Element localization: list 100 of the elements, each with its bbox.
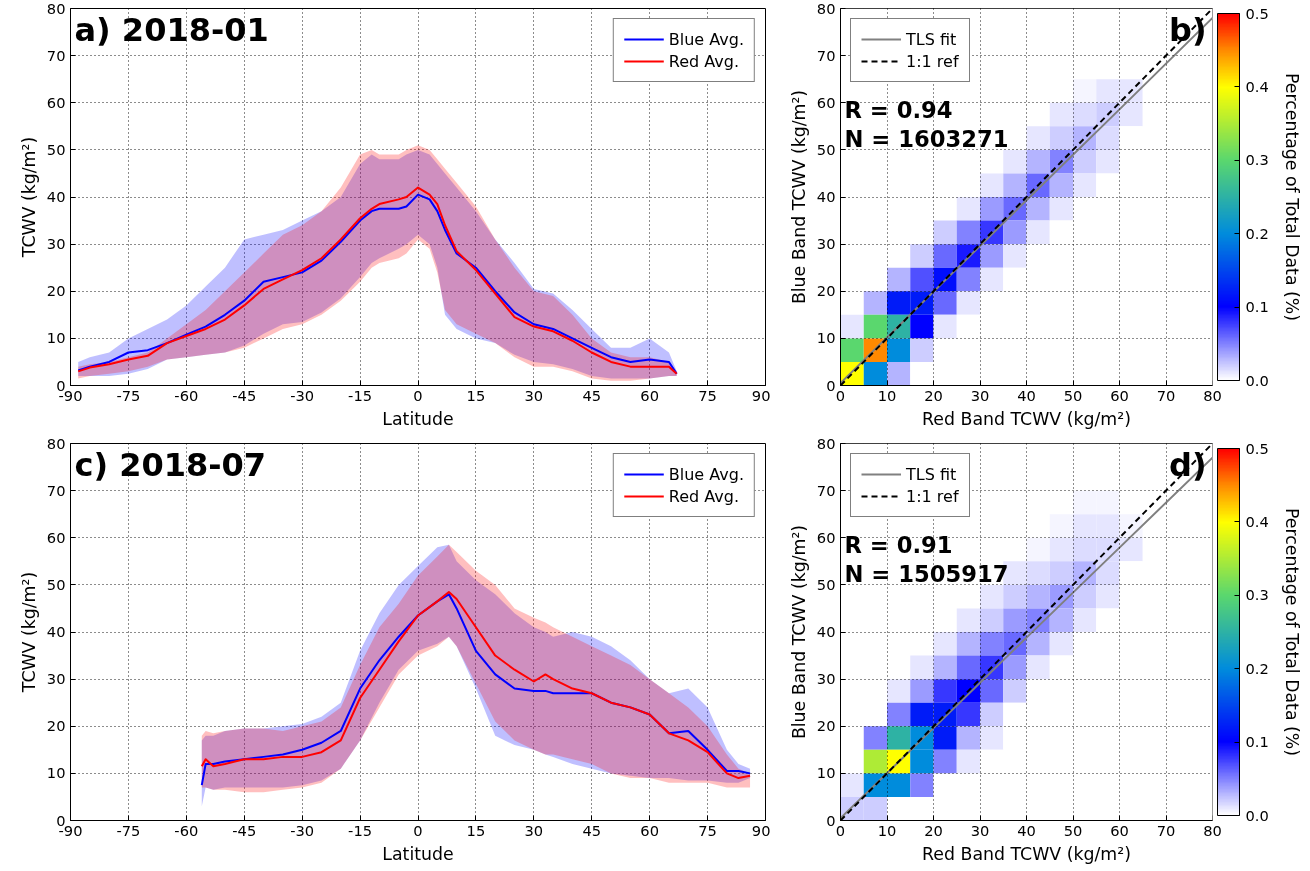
x-tick-label: 80 bbox=[1203, 386, 1222, 404]
x-tick-label: -30 bbox=[290, 821, 315, 839]
y-tick-label: 20 bbox=[816, 717, 836, 735]
x-tick-label: 45 bbox=[582, 386, 602, 404]
y-tick-label: 60 bbox=[46, 528, 66, 546]
color-bar-label: 0.4 bbox=[1245, 512, 1269, 530]
color-bar-label: 0.5 bbox=[1245, 4, 1269, 22]
x-tick-label: 60 bbox=[640, 386, 659, 404]
x-tick-label: -60 bbox=[174, 821, 199, 839]
y-tick-label: 50 bbox=[816, 140, 836, 158]
y-tick-label: 70 bbox=[816, 46, 836, 64]
color-bar-label: 0.2 bbox=[1245, 659, 1269, 677]
y-tick-label: 50 bbox=[46, 575, 66, 593]
y-tick-label: 30 bbox=[46, 235, 66, 253]
legend-label: TLS fit bbox=[906, 464, 957, 484]
x-axis-title: Red Band TCWV (kg/m²) bbox=[922, 843, 1131, 864]
y-axis-title: Blue Band TCWV (kg/m²) bbox=[788, 89, 809, 305]
y-tick-label: 80 bbox=[46, 434, 66, 452]
x-tick-label: 10 bbox=[877, 386, 897, 404]
annotation: N = 1603271 bbox=[844, 125, 1009, 152]
x-tick-label: 40 bbox=[1017, 386, 1036, 404]
x-tick-label: 60 bbox=[1110, 386, 1129, 404]
legend-label: TLS fit bbox=[906, 29, 957, 49]
y-axis-title: TCWV (kg/m²) bbox=[18, 571, 39, 694]
x-tick-label: -45 bbox=[232, 821, 257, 839]
y-tick-label: 70 bbox=[816, 481, 836, 499]
x-tick-label: -75 bbox=[116, 386, 141, 404]
y-tick-label: 70 bbox=[46, 481, 66, 499]
x-tick-label: 60 bbox=[640, 821, 659, 839]
y-tick-label: 40 bbox=[816, 188, 836, 205]
y-tick-label: 10 bbox=[46, 764, 66, 782]
x-tick-label: -60 bbox=[174, 386, 199, 404]
chart-title: b) bbox=[1168, 10, 1207, 49]
color-bar-label: 0.3 bbox=[1245, 586, 1269, 604]
chart-title: d) bbox=[1168, 445, 1207, 484]
color-bar-title: Percentage of Total Data (%) bbox=[1281, 507, 1302, 757]
chart-title: a) 2018-01 bbox=[74, 10, 269, 49]
color-bar-title: Percentage of Total Data (%) bbox=[1281, 72, 1302, 322]
y-tick-label: 30 bbox=[46, 670, 66, 688]
x-tick-label: 75 bbox=[698, 386, 717, 404]
x-tick-label: 20 bbox=[924, 821, 943, 839]
y-tick-label: 10 bbox=[46, 329, 66, 347]
x-tick-label: 30 bbox=[970, 386, 990, 404]
color-bar-label: 0.4 bbox=[1245, 77, 1269, 95]
x-tick-label: 30 bbox=[524, 821, 544, 839]
x-tick-label: -15 bbox=[348, 386, 373, 404]
y-tick-label: 60 bbox=[46, 93, 66, 111]
x-tick-label: 90 bbox=[751, 821, 771, 839]
annotation: N = 1505917 bbox=[844, 560, 1009, 587]
y-tick-label: 80 bbox=[816, 434, 836, 452]
x-tick-label: 0 bbox=[413, 821, 423, 839]
y-tick-label: 30 bbox=[816, 670, 836, 688]
x-tick-label: 50 bbox=[1063, 386, 1083, 404]
x-tick-label: -75 bbox=[116, 821, 141, 839]
x-axis-title: Latitude bbox=[382, 408, 454, 429]
y-tick-label: 80 bbox=[46, 0, 66, 17]
color-bar-label: 0.2 bbox=[1245, 224, 1269, 242]
x-tick-label: 90 bbox=[751, 386, 771, 404]
y-tick-label: 20 bbox=[816, 282, 836, 300]
y-tick-label: 10 bbox=[816, 764, 836, 782]
legend-label: Red Avg. bbox=[668, 486, 739, 506]
x-tick-label: 30 bbox=[970, 821, 990, 839]
x-tick-label: 40 bbox=[1017, 821, 1036, 839]
x-tick-label: 20 bbox=[924, 386, 943, 404]
legend-label: Blue Avg. bbox=[668, 29, 744, 49]
x-tick-label: 45 bbox=[582, 821, 602, 839]
legend-label: 1:1 ref bbox=[906, 51, 959, 71]
annotation: R = 0.91 bbox=[844, 532, 953, 559]
annotation: R = 0.94 bbox=[844, 97, 953, 124]
y-tick-label: 40 bbox=[816, 623, 836, 640]
y-tick-label: 20 bbox=[46, 717, 66, 735]
x-tick-label: 0 bbox=[413, 386, 423, 404]
x-tick-label: 30 bbox=[524, 386, 544, 404]
legend-label: Blue Avg. bbox=[668, 464, 744, 484]
x-tick-label: 70 bbox=[1156, 821, 1176, 839]
x-tick-label: 75 bbox=[698, 821, 717, 839]
y-tick-label: 70 bbox=[46, 46, 66, 64]
x-tick-label: -30 bbox=[290, 386, 315, 404]
y-axis-title: Blue Band TCWV (kg/m²) bbox=[788, 524, 809, 740]
y-tick-label: 50 bbox=[816, 575, 836, 593]
color-bar-label: 0.0 bbox=[1245, 806, 1269, 824]
x-tick-label: 80 bbox=[1203, 821, 1222, 839]
x-tick-label: -15 bbox=[348, 821, 373, 839]
x-tick-label: 10 bbox=[877, 821, 897, 839]
legend-label: 1:1 ref bbox=[906, 486, 959, 506]
color-bar-label: 0.1 bbox=[1245, 298, 1269, 316]
y-tick-label: 20 bbox=[46, 282, 66, 300]
color-bar-label: 0.1 bbox=[1245, 733, 1269, 751]
x-axis-title: Latitude bbox=[382, 843, 454, 864]
x-tick-label: 15 bbox=[466, 821, 486, 839]
x-tick-label: -45 bbox=[232, 386, 257, 404]
y-tick-label: 40 bbox=[46, 623, 66, 640]
color-bar-label: 0.0 bbox=[1245, 371, 1269, 389]
y-tick-label: 10 bbox=[816, 329, 836, 347]
color-bar-label: 0.3 bbox=[1245, 151, 1269, 169]
x-tick-label: 50 bbox=[1063, 821, 1083, 839]
y-axis-title: TCWV (kg/m²) bbox=[18, 136, 39, 259]
y-tick-label: 80 bbox=[816, 0, 836, 17]
x-axis-title: Red Band TCWV (kg/m²) bbox=[922, 408, 1131, 429]
y-tick-label: 50 bbox=[46, 140, 66, 158]
